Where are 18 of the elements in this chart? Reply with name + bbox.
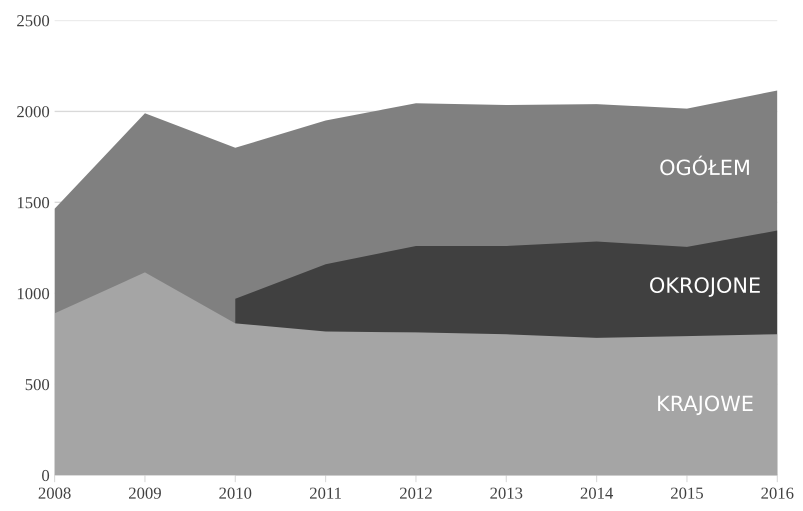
x-tick-label: 2015 (671, 488, 703, 499)
y-tick-label: 1000 (18, 288, 50, 300)
series-label: KRAJOWE (658, 395, 753, 416)
series-label: OGÓŁEM (660, 156, 749, 176)
x-tick-label: 2012 (400, 488, 432, 499)
x-tick-label: 2009 (129, 488, 161, 499)
y-tick-label: 0 (42, 470, 50, 482)
x-tick-label: 2016 (761, 488, 794, 499)
series-label: OKROJONE (650, 277, 760, 297)
y-tick-label: 2000 (17, 106, 50, 118)
y-tick-label: 2500 (17, 15, 50, 26)
y-tick-label: 500 (26, 378, 50, 390)
y-tick-label: 1500 (18, 197, 50, 208)
x-tick-label: 2014 (580, 488, 614, 499)
x-tick-label: 2011 (310, 488, 341, 499)
x-tick-label: 2013 (490, 488, 522, 499)
x-tick-label: 2010 (219, 488, 252, 499)
x-tick-label: 2008 (38, 488, 71, 499)
